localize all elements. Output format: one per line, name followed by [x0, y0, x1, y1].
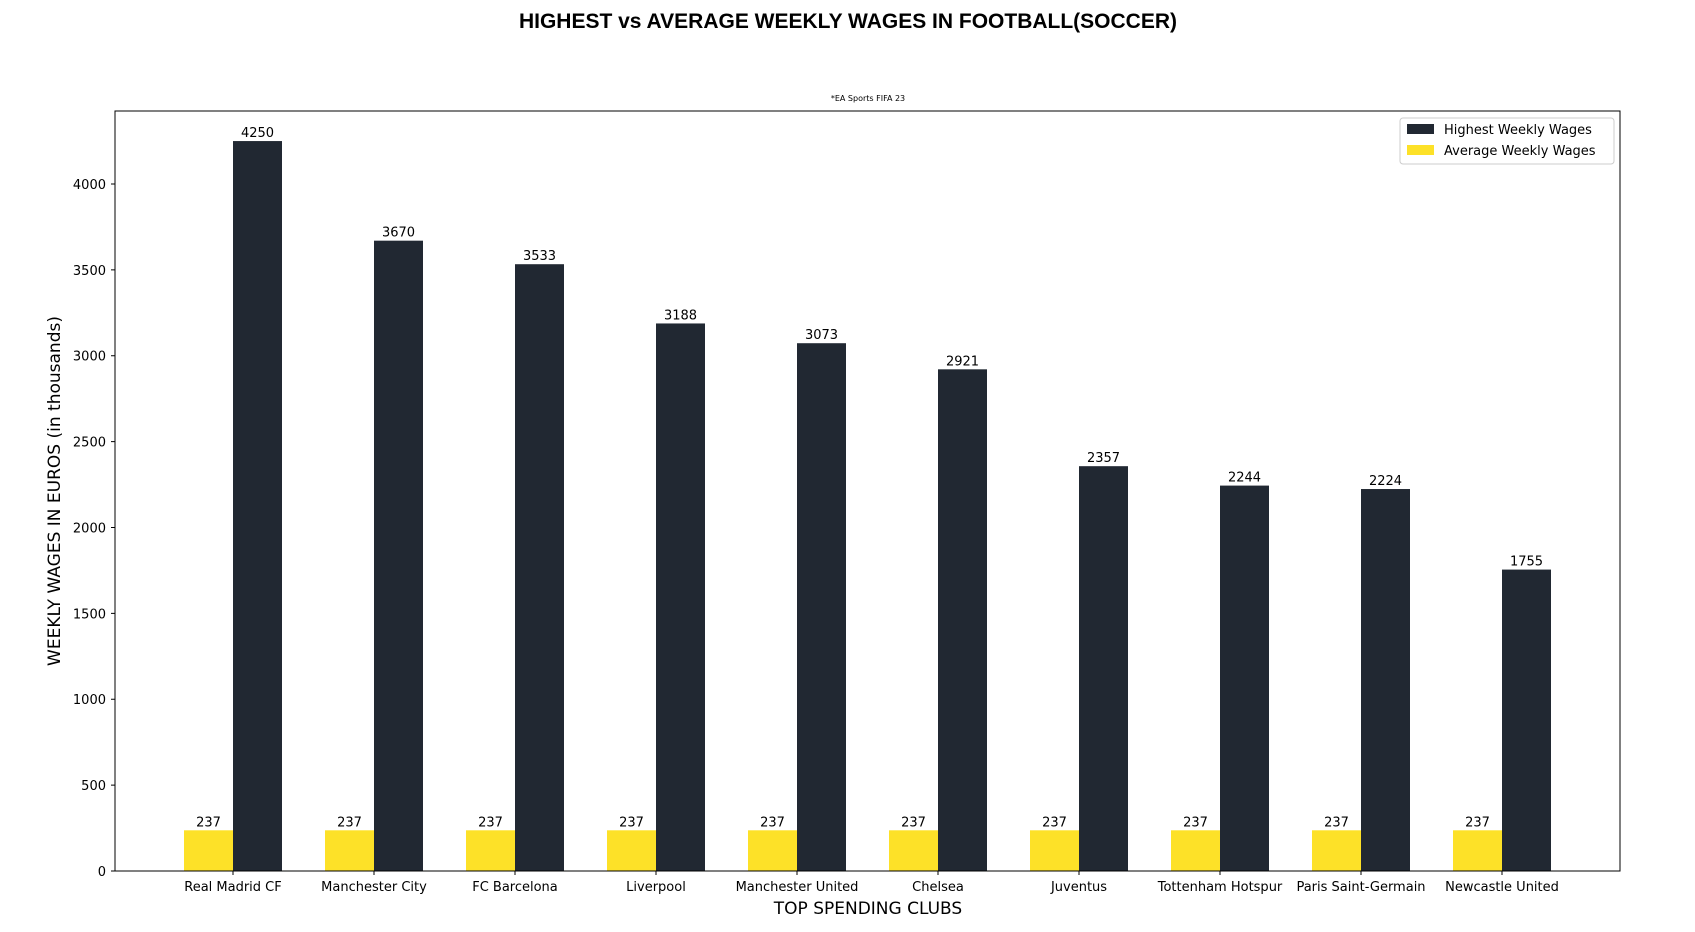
- data-label-highest: 3073: [805, 328, 838, 343]
- bar-highest: [1220, 485, 1269, 871]
- data-label-average: 237: [196, 815, 221, 830]
- x-tick-label: Tottenham Hotspur: [1157, 880, 1283, 895]
- data-label-average: 237: [760, 815, 785, 830]
- bar-highest: [233, 141, 282, 871]
- data-label-average: 237: [1042, 815, 1067, 830]
- plot-frame: [114, 110, 1621, 872]
- y-tick-label: 2000: [73, 521, 106, 536]
- data-label-average: 237: [1465, 815, 1490, 830]
- data-label-highest: 3533: [523, 249, 556, 264]
- bar-average: [1453, 830, 1502, 871]
- legend-label-highest: Highest Weekly Wages: [1444, 123, 1592, 138]
- data-label-highest: 3188: [664, 308, 697, 323]
- x-tick-label: Chelsea: [912, 880, 964, 895]
- legend-swatch-average: [1407, 145, 1434, 155]
- data-label-average: 237: [1183, 815, 1208, 830]
- data-labels-layer: 237 4250 237 3670 237 3533 237 3188 237 3073 237 29…: [196, 126, 1543, 830]
- x-tick-label: FC Barcelona: [472, 880, 558, 895]
- x-axis: Real Madrid CF Manchester City FC Barcelon…: [184, 871, 1559, 895]
- legend-box: [1399, 117, 1615, 165]
- bar-average: [1030, 830, 1079, 871]
- x-axis-label: TOP SPENDING CLUBS: [773, 899, 962, 919]
- data-label-average: 237: [1324, 815, 1349, 830]
- bar-average: [184, 830, 233, 871]
- y-tick-label: 4000: [73, 178, 106, 193]
- y-axis: 0 500 1000 1500 2000 2500 3000 3500 4000: [73, 178, 115, 880]
- x-tick-label: Manchester City: [321, 880, 427, 895]
- bar-highest: [515, 264, 564, 871]
- bar-highest: [374, 240, 423, 872]
- data-label-average: 237: [337, 815, 362, 830]
- bars-layer: [184, 141, 1551, 872]
- bar-highest: [938, 369, 987, 871]
- y-tick-label: 500: [81, 779, 106, 794]
- bar-highest: [1079, 466, 1128, 871]
- data-label-average: 237: [901, 815, 926, 830]
- x-tick-label: Juventus: [1050, 880, 1107, 895]
- y-tick-label: 3500: [73, 264, 106, 279]
- bar-average: [889, 830, 938, 871]
- y-tick-label: 0: [98, 865, 106, 880]
- chart-title: HIGHEST vs AVERAGE WEEKLY WAGES IN FOOTB…: [519, 10, 1177, 33]
- legend-label-average: Average Weekly Wages: [1444, 144, 1596, 159]
- bar-average: [748, 830, 797, 871]
- data-label-highest: 2244: [1228, 471, 1261, 486]
- bar-highest: [797, 343, 846, 872]
- data-label-average: 237: [478, 815, 503, 830]
- x-tick-label: Real Madrid CF: [184, 880, 282, 895]
- bar-average: [325, 830, 374, 871]
- bar-average: [1171, 830, 1220, 871]
- y-tick-label: 1500: [73, 607, 106, 622]
- bar-highest: [1361, 489, 1410, 871]
- bar-average: [607, 830, 656, 871]
- x-tick-label: Liverpool: [626, 880, 686, 895]
- chart-subtitle: *EA Sports FIFA 23: [831, 94, 905, 103]
- data-label-average: 237: [619, 815, 644, 830]
- data-label-highest: 3670: [382, 226, 415, 241]
- legend-swatch-highest: [1407, 124, 1434, 134]
- x-tick-label: Manchester United: [736, 880, 859, 895]
- bar-average: [466, 830, 515, 871]
- x-tick-label: Newcastle United: [1445, 880, 1559, 895]
- y-tick-label: 2500: [73, 436, 106, 451]
- x-tick-label: Paris Saint-Germain: [1296, 880, 1425, 895]
- data-label-highest: 2357: [1087, 451, 1120, 466]
- y-tick-label: 1000: [73, 693, 106, 708]
- data-label-highest: 4250: [241, 126, 274, 141]
- data-label-highest: 2921: [946, 354, 979, 369]
- bar-highest: [1502, 569, 1551, 871]
- bar-highest: [656, 323, 705, 871]
- bar-average: [1312, 830, 1361, 871]
- legend: Highest Weekly Wages Average Weekly Wage…: [1399, 117, 1615, 165]
- y-axis-label: WEEKLY WAGES IN EUROS (in thousands): [45, 316, 65, 666]
- data-label-highest: 1755: [1510, 555, 1543, 570]
- data-label-highest: 2224: [1369, 474, 1402, 489]
- y-tick-label: 3000: [73, 350, 106, 365]
